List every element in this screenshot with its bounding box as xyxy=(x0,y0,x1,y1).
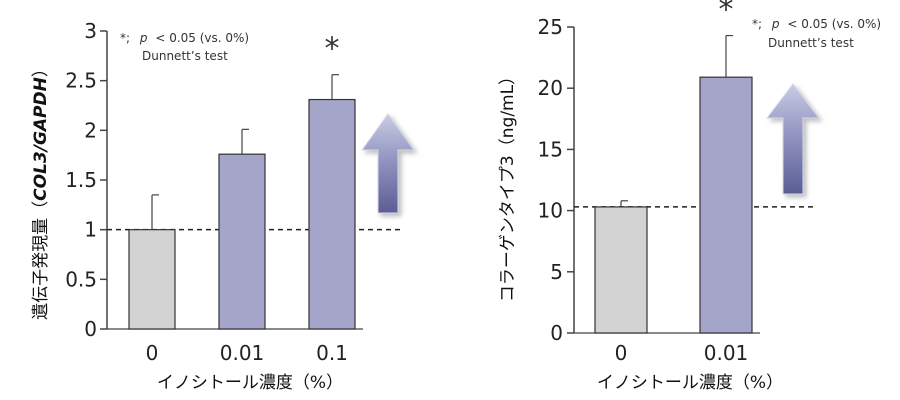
y-tick-label: 15 xyxy=(538,137,563,161)
significance-note: *; p < 0.05 (vs. 0%) xyxy=(752,17,881,31)
x-axis-label: イノシトール濃度（%） xyxy=(597,373,783,393)
significance-star: * xyxy=(325,32,340,67)
y-tick-label: 0 xyxy=(84,317,97,341)
x-tick-labels: 0 0.01 xyxy=(615,341,749,365)
bar xyxy=(308,98,356,330)
increase-arrow-icon xyxy=(765,83,821,195)
test-note: Dunnett’s test xyxy=(142,49,228,63)
y-axis-label: コラーゲンタイプ3（ng/mL） xyxy=(498,68,518,302)
x-tick-label: 0 xyxy=(615,341,628,365)
y-tick-label: 0 xyxy=(550,321,563,345)
bars: * xyxy=(594,0,753,334)
y-tick-labels: 0 5 10 15 20 25 xyxy=(538,15,563,345)
y-tick-label: 0.5 xyxy=(65,267,97,291)
y-tick-label: 2 xyxy=(84,118,97,142)
x-tick-label: 0.01 xyxy=(704,341,749,365)
y-tick-label: 5 xyxy=(550,260,563,284)
chart-gene-expression: 0 0.5 1 1.5 2 2.5 3 * 0 0.01 0.1 *; p < 0.05 (vs… xyxy=(31,19,415,393)
bar xyxy=(594,206,648,334)
y-tick-label: 25 xyxy=(538,15,563,39)
y-tick-label: 2.5 xyxy=(65,69,97,93)
y-axis-label: 遺伝子発現量（COL3/GAPDH） xyxy=(31,60,51,320)
bar xyxy=(699,76,753,334)
y-tick-label: 3 xyxy=(84,19,97,43)
significance-star: * xyxy=(719,0,734,28)
note-prefix: *; xyxy=(752,17,762,31)
test-note: Dunnett’s test xyxy=(768,36,854,50)
bars: * xyxy=(128,32,356,330)
x-tick-label: 0 xyxy=(146,341,159,365)
note-p: p xyxy=(139,31,148,45)
y-tick-label: 10 xyxy=(538,199,563,223)
significance-note: *; p < 0.05 (vs. 0%) xyxy=(120,31,249,45)
note-suffix: < 0.05 (vs. 0%) xyxy=(155,31,249,45)
y-axis-label-prefix: 遺伝子発現量（ xyxy=(31,201,51,320)
note-p: p xyxy=(771,17,780,31)
x-axis-label: イノシトール濃度（%） xyxy=(157,373,343,393)
bar xyxy=(128,229,176,330)
y-tick-label: 1 xyxy=(84,218,97,242)
x-tick-label: 0.1 xyxy=(316,341,348,365)
y-axis-label-suffix: ） xyxy=(31,60,51,77)
x-tick-label: 0.01 xyxy=(220,341,265,365)
note-suffix: < 0.05 (vs. 0%) xyxy=(787,17,881,31)
y-tick-label: 1.5 xyxy=(65,168,97,192)
x-tick-labels: 0 0.01 0.1 xyxy=(146,341,348,365)
y-tick-labels: 0 0.5 1 1.5 2 2.5 3 xyxy=(65,19,97,341)
increase-arrow-icon xyxy=(361,113,415,214)
note-prefix: *; xyxy=(120,31,130,45)
y-tick-label: 20 xyxy=(538,76,563,100)
y-axis-label-italic: COL3/GAPDH xyxy=(31,77,51,201)
bar xyxy=(218,153,266,330)
